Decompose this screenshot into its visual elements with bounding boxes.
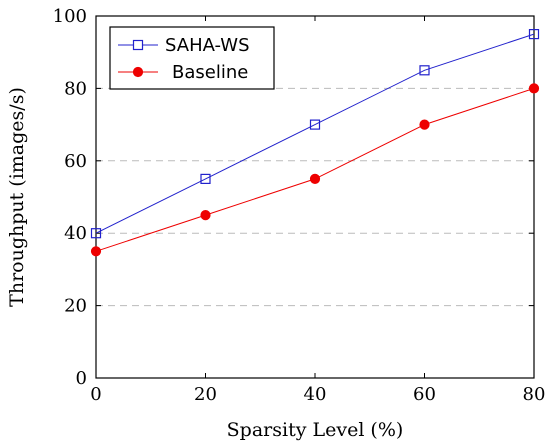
- legend-marker: [132, 39, 144, 51]
- data-point: [419, 65, 430, 76]
- legend-entry: SAHA-WS: [118, 35, 250, 56]
- x-tick-label: 80: [523, 384, 546, 405]
- y-tick-label: 60: [64, 151, 87, 172]
- axis-ticks: 0 20 40 60 80 100 0 20 40 60 80: [53, 6, 546, 405]
- y-tick-label: 40: [64, 223, 87, 244]
- x-tick-label: 20: [194, 384, 217, 405]
- data-point: [528, 29, 540, 40]
- legend-marker: [132, 66, 144, 78]
- legend-entry: Baseline: [118, 62, 248, 83]
- data-point: [419, 119, 430, 130]
- y-tick-label: 100: [53, 6, 87, 27]
- x-tick-label: 40: [304, 384, 327, 405]
- x-tick-label: 0: [90, 384, 101, 405]
- data-point: [200, 210, 211, 221]
- series-saha-ws: [90, 29, 540, 239]
- data-point: [528, 83, 540, 94]
- y-tick-label: 20: [64, 296, 87, 317]
- series-baseline: [90, 83, 540, 257]
- series-line: [95, 87, 535, 252]
- data-point: [200, 173, 211, 184]
- legend: SAHA-WS Baseline: [109, 26, 275, 90]
- data-point: [309, 173, 321, 184]
- y-axis-title: Throughput (images/s): [6, 87, 28, 307]
- x-axis-title: Sparsity Level (%): [227, 419, 404, 441]
- legend-label: Baseline: [172, 62, 248, 83]
- data-point: [309, 119, 321, 130]
- legend-label: SAHA-WS: [165, 35, 250, 56]
- data-point: [90, 228, 102, 239]
- x-tick-label: 60: [413, 384, 436, 405]
- legend-box: [109, 26, 275, 90]
- y-tick-label: 0: [76, 368, 87, 389]
- y-tick-label: 80: [64, 78, 87, 99]
- series-line: [95, 33, 535, 234]
- data-point: [90, 246, 102, 257]
- series-layer: [90, 29, 540, 257]
